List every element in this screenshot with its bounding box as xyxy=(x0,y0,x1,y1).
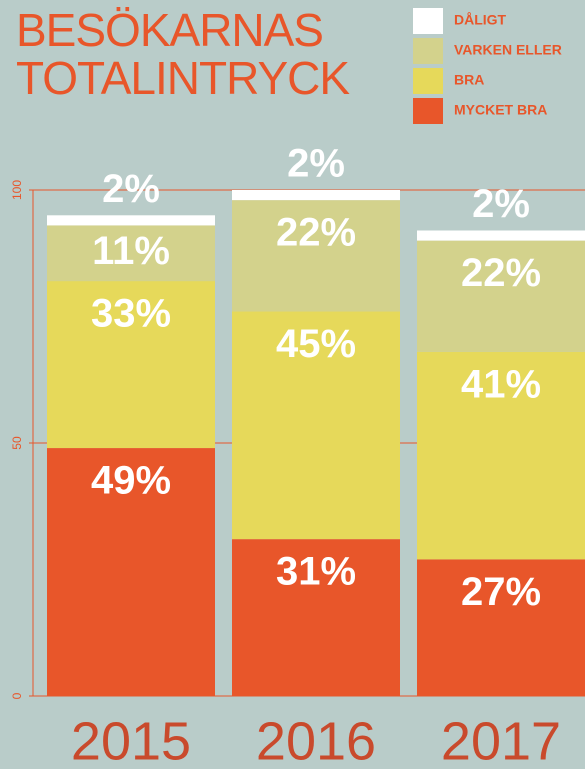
bar-segment xyxy=(417,240,585,352)
value-label: 45% xyxy=(276,322,356,366)
bar-segment xyxy=(47,215,215,226)
value-label: 22% xyxy=(461,251,541,295)
y-tick-label: 0 xyxy=(10,692,24,699)
bar-segment xyxy=(232,200,400,312)
bar-segment xyxy=(417,230,585,241)
value-label: 41% xyxy=(461,362,541,406)
value-label: 49% xyxy=(91,459,171,503)
value-label: 11% xyxy=(92,229,170,273)
legend-swatch xyxy=(413,38,443,64)
legend-label: DÅLIGT xyxy=(454,12,507,28)
legend-swatch xyxy=(413,8,443,34)
value-label: 27% xyxy=(461,570,541,614)
bar-segment xyxy=(417,559,585,696)
legend-swatch xyxy=(413,98,443,124)
x-tick-label: 2017 xyxy=(441,711,561,769)
value-label: 2% xyxy=(287,142,345,186)
y-tick-label: 50 xyxy=(10,436,24,450)
chart-title: TOTALINTRYCK xyxy=(16,52,350,104)
legend-label: MYCKET BRA xyxy=(454,102,547,118)
value-label: 2% xyxy=(102,167,160,211)
bar-segment xyxy=(47,225,215,282)
y-tick-label: 100 xyxy=(10,180,24,200)
value-label: 22% xyxy=(276,211,356,255)
legend-swatch xyxy=(413,68,443,94)
bar-segment xyxy=(47,448,215,696)
legend-label: VARKEN ELLER xyxy=(454,42,562,58)
x-tick-label: 2016 xyxy=(256,711,376,769)
value-label: 33% xyxy=(91,292,171,336)
chart-title: BESÖKARNAS xyxy=(16,4,323,56)
bar-segment xyxy=(47,281,215,449)
bar-segment xyxy=(417,351,585,560)
legend-label: BRA xyxy=(454,72,484,88)
bar-segment xyxy=(232,311,400,540)
bar-segment xyxy=(232,539,400,696)
x-tick-label: 2015 xyxy=(71,711,191,769)
value-label: 2% xyxy=(472,182,530,226)
bar-segment xyxy=(232,190,400,201)
value-label: 31% xyxy=(276,550,356,594)
